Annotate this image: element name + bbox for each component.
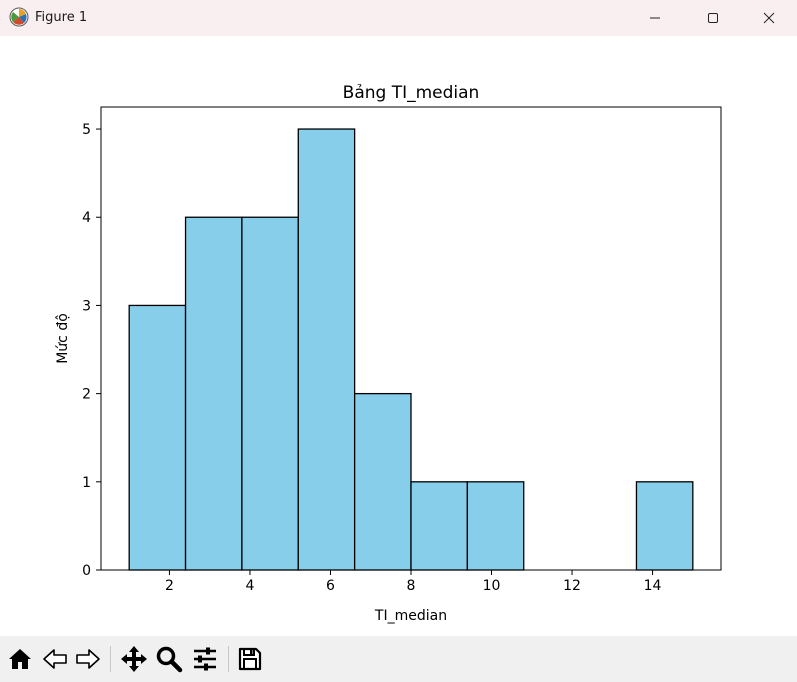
y-axis-label: Mức độ	[55, 313, 71, 364]
back-button[interactable]	[40, 644, 70, 674]
home-icon	[9, 649, 31, 669]
histogram-bar	[466, 481, 525, 571]
y-tick-label: 4	[82, 210, 91, 226]
histogram-bar	[241, 216, 299, 571]
maximize-icon	[708, 13, 718, 23]
save-icon	[238, 647, 262, 671]
configure-subplots-icon	[194, 647, 216, 671]
histogram-bar	[353, 392, 412, 571]
pan-icon	[121, 646, 147, 672]
x-tick-label: 12	[563, 578, 581, 594]
navigation-toolbar	[0, 636, 797, 682]
forward-icon	[76, 649, 100, 669]
pan-button[interactable]	[119, 644, 149, 674]
x-tick-label: 8	[407, 578, 416, 594]
minimize-button[interactable]	[626, 0, 684, 36]
y-tick-label: 3	[82, 298, 91, 314]
x-tick-label: 6	[326, 578, 335, 594]
toolbar-separator	[110, 646, 111, 672]
maximize-button[interactable]	[684, 0, 742, 36]
y-tick-label: 1	[82, 475, 91, 491]
histogram-bar	[184, 216, 243, 571]
forward-button[interactable]	[73, 644, 103, 674]
home-button[interactable]	[5, 644, 35, 674]
close-button[interactable]	[740, 0, 797, 36]
window-titlebar: Figure 1	[0, 0, 797, 36]
back-icon	[43, 649, 67, 669]
histogram-bar	[410, 481, 469, 571]
x-tick-label: 14	[644, 578, 662, 594]
chart-title: Bảng TI_median	[343, 83, 480, 103]
histogram-bar	[297, 128, 356, 571]
matplotlib-app-icon	[9, 7, 29, 27]
histogram-bar	[635, 481, 694, 571]
figure-canvas[interactable]: 2 4 6 8 10 12 14 0 1 2 3 4 5 Bảng TI_median TI_median M…	[0, 36, 797, 636]
y-tick-label: 5	[82, 122, 91, 138]
minimize-icon	[650, 17, 660, 19]
y-tick-label: 0	[82, 563, 91, 579]
x-tick-label: 4	[246, 578, 255, 594]
toolbar-separator	[228, 646, 229, 672]
window-title: Figure 1	[35, 10, 88, 25]
close-icon	[763, 12, 775, 24]
zoom-button[interactable]	[154, 644, 184, 674]
y-tick-label: 2	[82, 387, 91, 403]
x-tick-label: 2	[165, 578, 174, 594]
x-axis-label: TI_median	[374, 608, 447, 624]
histogram-bar	[128, 304, 187, 571]
x-tick-label: 10	[483, 578, 501, 594]
save-button[interactable]	[235, 644, 265, 674]
zoom-icon	[156, 646, 183, 673]
configure-subplots-button[interactable]	[190, 644, 220, 674]
